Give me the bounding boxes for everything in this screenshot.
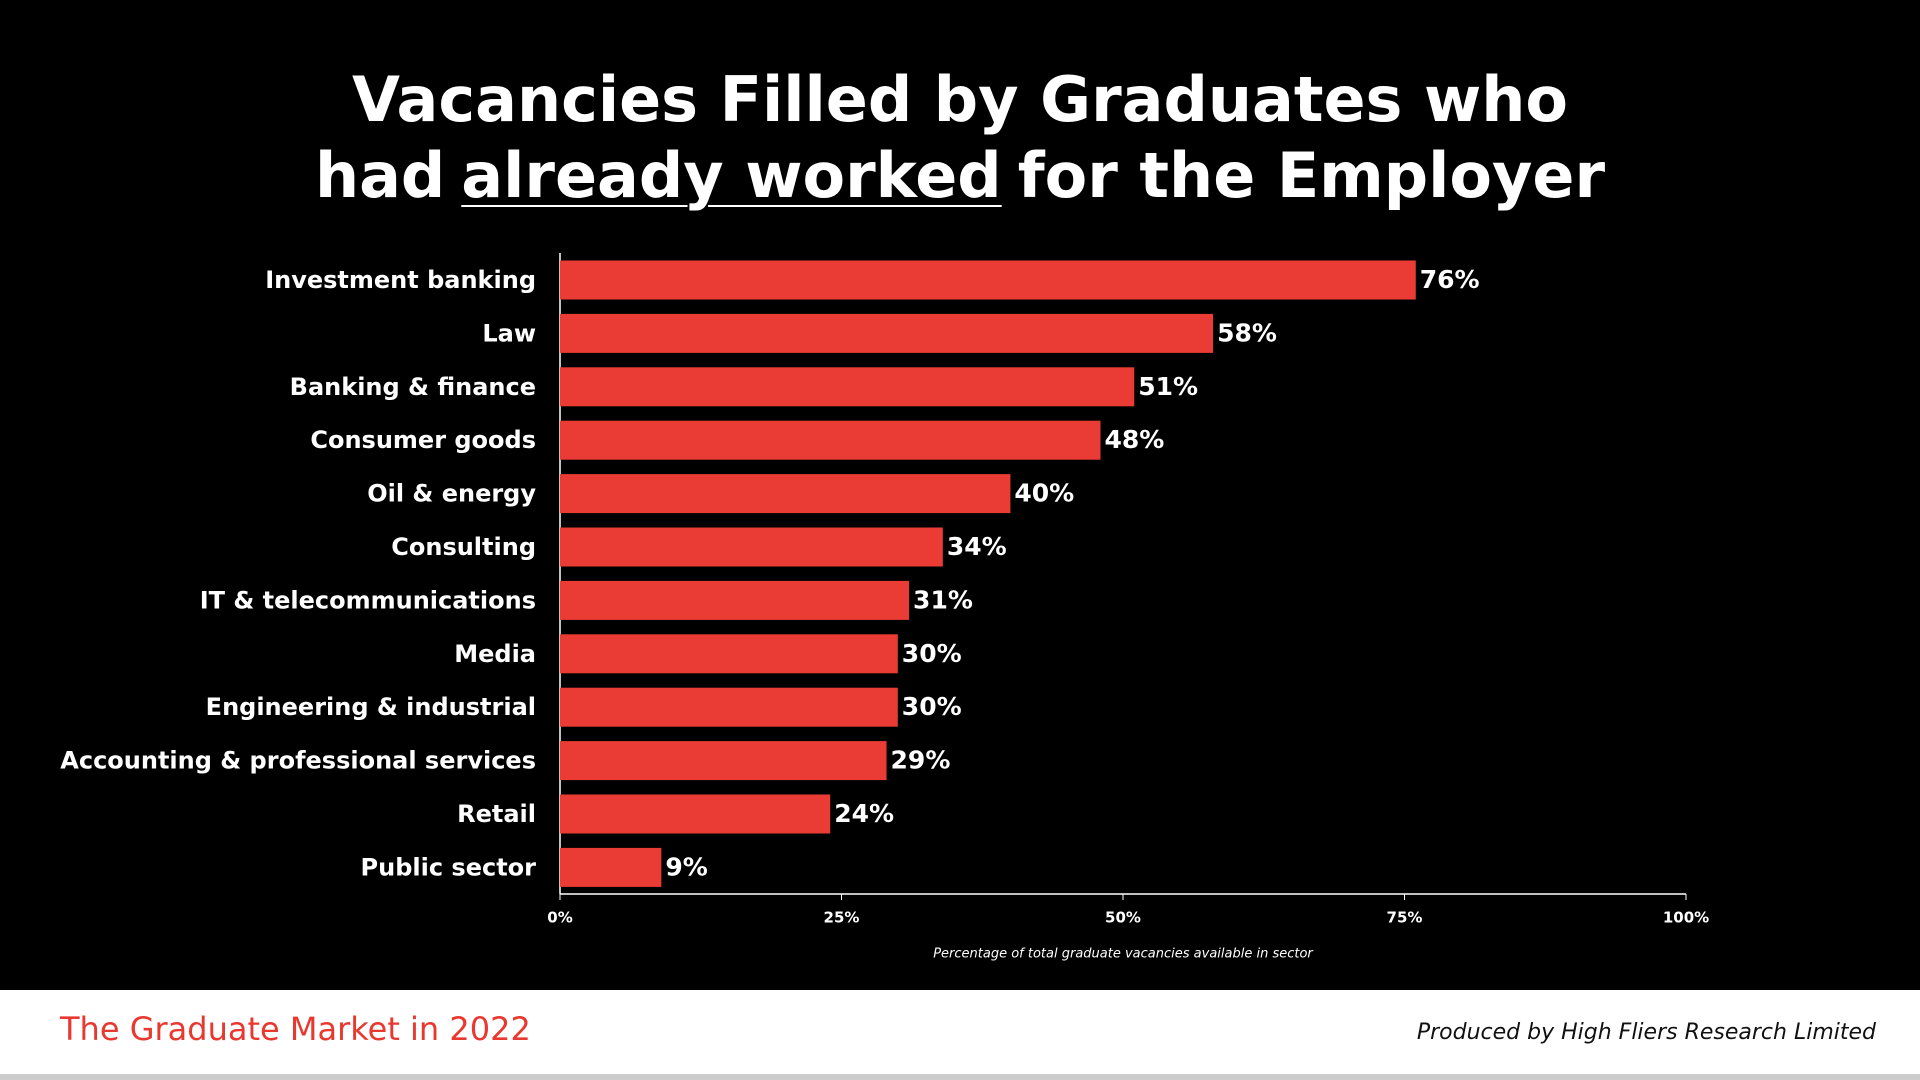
bar — [560, 474, 1011, 514]
value-label: 76% — [1420, 265, 1480, 294]
y-tick-label: Engineering & industrial — [206, 693, 536, 721]
bar — [560, 580, 910, 620]
chart-title: Vacancies Filled by Graduates who had alre… — [0, 62, 1920, 214]
bar — [560, 794, 831, 834]
bar — [560, 634, 898, 674]
value-label: 30% — [902, 639, 962, 668]
bottom-strip — [0, 1074, 1920, 1080]
value-label: 48% — [1104, 425, 1164, 454]
y-tick-label: Consumer goods — [310, 426, 536, 454]
footer-credit: Produced by High Fliers Research Limited — [1416, 1020, 1876, 1045]
value-label: 30% — [902, 692, 962, 721]
y-tick-label: Consulting — [391, 533, 536, 561]
y-tick-label: Accounting & professional services — [60, 747, 536, 775]
value-label: 58% — [1217, 318, 1277, 347]
footer-title: The Graduate Market in 2022 — [60, 1010, 531, 1048]
bar — [560, 313, 1214, 353]
title-part: for the Employer — [1017, 139, 1606, 212]
chart: 0% 25% 50% 75% 100% Percentage of total gradu… — [60, 253, 1709, 962]
bar — [560, 527, 943, 567]
title-part: had — [314, 139, 446, 212]
value-label: 9% — [665, 852, 707, 881]
x-tick-label: 25% — [824, 909, 860, 927]
title-part: already worked — [461, 139, 1002, 212]
value-label: 31% — [913, 585, 973, 614]
x-tick-label: 0% — [547, 909, 572, 927]
value-label: 34% — [947, 532, 1007, 561]
title-part: Vacancies Filled by Graduates who — [351, 63, 1569, 136]
bar — [560, 741, 887, 781]
y-tick-label: Investment banking — [265, 266, 536, 294]
bar — [560, 367, 1135, 407]
value-label: 29% — [891, 746, 951, 775]
y-tick-label: IT & telecommunications — [200, 586, 536, 614]
bar — [560, 420, 1101, 460]
value-label: 51% — [1138, 372, 1198, 401]
y-tick-label: Retail — [457, 800, 536, 828]
x-axis-label: Percentage of total graduate vacancies a… — [933, 947, 1314, 962]
bar — [560, 260, 1416, 300]
bar — [560, 847, 662, 887]
bar — [560, 687, 898, 727]
value-label: 24% — [834, 799, 894, 828]
y-tick-label: Oil & energy — [367, 480, 536, 508]
y-tick-label: Law — [482, 319, 536, 347]
x-tick-label: 50% — [1105, 909, 1141, 927]
y-tick-label: Public sector — [361, 853, 537, 881]
x-tick-label: 100% — [1663, 909, 1709, 927]
x-tick-label: 75% — [1387, 909, 1423, 927]
y-tick-label: Media — [454, 640, 536, 668]
y-tick-label: Banking & finance — [290, 373, 536, 401]
value-label: 40% — [1014, 479, 1074, 508]
